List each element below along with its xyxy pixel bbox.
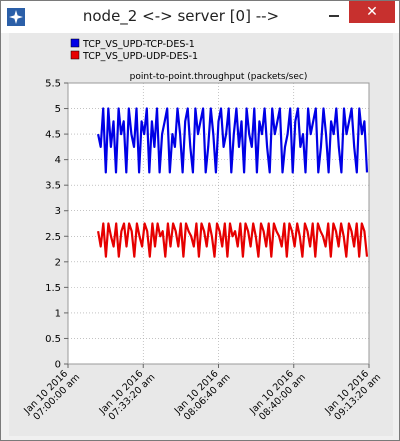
- plot-panel: point-to-point.throughput (packets/sec) 0…: [9, 33, 393, 436]
- throughput-chart: point-to-point.throughput (packets/sec) 0…: [21, 38, 383, 425]
- series-line-2: [97, 222, 369, 258]
- y-tick-label: 0.5: [45, 334, 61, 345]
- y-tick-label: 1: [55, 308, 61, 319]
- legend-label-1: TCP_VS_UPD-TCP-DES-1: [82, 39, 195, 50]
- chart-title: point-to-point.throughput (packets/sec): [130, 72, 308, 82]
- series-line-1: [97, 107, 369, 174]
- minimize-icon: [329, 15, 339, 17]
- y-tick-label: 4: [55, 155, 61, 166]
- y-tick-label: 0: [55, 360, 61, 371]
- y-tick-label: 3.5: [45, 181, 61, 192]
- legend-swatch-2: [70, 50, 80, 60]
- title-bar[interactable]: node_2 <-> server [0] --> ✕: [1, 1, 399, 33]
- x-tick-label: Jan 10 201607:00:00 am: [21, 364, 82, 425]
- legend-label-2: TCP_VS_UPD-UDP-DES-1: [82, 51, 198, 62]
- star-app-icon: [7, 8, 25, 26]
- y-tick-label: 2.5: [45, 232, 61, 243]
- y-tick-label: 4.5: [45, 130, 61, 141]
- minimize-button[interactable]: [321, 1, 347, 23]
- legend-swatch-1: [70, 38, 80, 48]
- y-tick-label: 3: [55, 206, 61, 217]
- y-tick-label: 5: [55, 104, 61, 115]
- y-tick-label: 5.5: [45, 79, 61, 90]
- y-tick-label: 1.5: [45, 283, 61, 294]
- y-tick-label: 2: [55, 257, 61, 268]
- x-tick-label: Jan 10 201609:13:20 am: [322, 364, 383, 425]
- x-tick-label: Jan 10 201608:06:40 am: [172, 364, 233, 425]
- x-tick-label: Jan 10 201607:33:20 am: [97, 364, 158, 425]
- window-title: node_2 <-> server [0] -->: [82, 7, 280, 25]
- close-button[interactable]: ✕: [349, 1, 395, 23]
- x-tick-label: Jan 10 201608:40:00 am: [247, 364, 308, 425]
